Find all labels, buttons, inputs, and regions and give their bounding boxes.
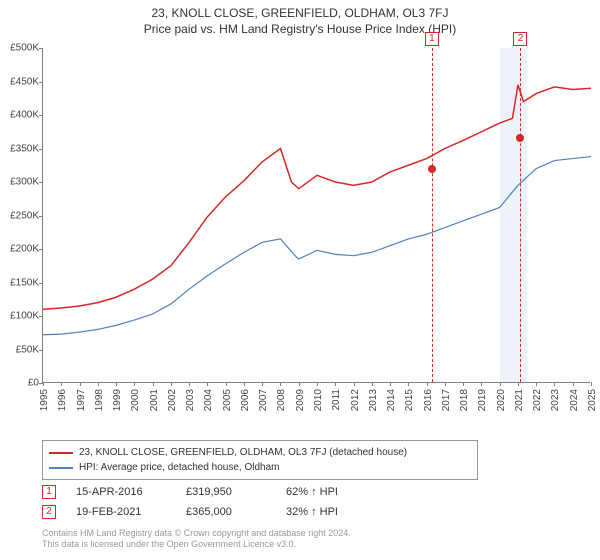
y-tick xyxy=(39,115,43,116)
x-tick xyxy=(134,382,135,386)
sale-price: £365,000 xyxy=(186,506,266,518)
y-tick xyxy=(39,249,43,250)
y-tick xyxy=(39,82,43,83)
x-tick xyxy=(372,382,373,386)
sale-row-marker: 2 xyxy=(42,505,56,519)
x-tick xyxy=(280,382,281,386)
sale-dot xyxy=(428,165,436,173)
x-tick xyxy=(463,382,464,386)
sale-date: 15-APR-2016 xyxy=(76,486,166,498)
x-tick xyxy=(153,382,154,386)
y-tick-label: £500K xyxy=(1,43,39,54)
y-tick xyxy=(39,216,43,217)
y-tick xyxy=(39,350,43,351)
x-tick xyxy=(427,382,428,386)
y-tick xyxy=(39,182,43,183)
sale-pct: 32% ↑ HPI xyxy=(286,506,366,518)
x-tick xyxy=(591,382,592,386)
y-tick xyxy=(39,149,43,150)
x-tick xyxy=(573,382,574,386)
y-tick-label: £150K xyxy=(1,277,39,288)
x-tick xyxy=(299,382,300,386)
x-tick xyxy=(61,382,62,386)
x-tick xyxy=(518,382,519,386)
y-tick-label: £250K xyxy=(1,210,39,221)
footer: Contains HM Land Registry data © Crown c… xyxy=(42,528,351,550)
sale-marker-box: 2 xyxy=(513,32,527,46)
titles: 23, KNOLL CLOSE, GREENFIELD, OLDHAM, OL3… xyxy=(0,0,600,38)
sale-vline xyxy=(432,48,433,382)
sale-vline xyxy=(520,48,521,382)
x-tick xyxy=(408,382,409,386)
y-tick-label: £200K xyxy=(1,244,39,255)
plot-area: £0£50K£100K£150K£200K£250K£300K£350K£400… xyxy=(42,48,590,383)
chart-container: 23, KNOLL CLOSE, GREENFIELD, OLDHAM, OL3… xyxy=(0,0,600,560)
y-tick-label: £450K xyxy=(1,76,39,87)
sale-pct: 62% ↑ HPI xyxy=(286,486,366,498)
footer-line2: This data is licensed under the Open Gov… xyxy=(42,539,351,550)
subtitle: Price paid vs. HM Land Registry's House … xyxy=(0,22,600,36)
legend-row: 23, KNOLL CLOSE, GREENFIELD, OLDHAM, OL3… xyxy=(49,445,471,460)
legend-swatch xyxy=(49,452,73,454)
address-title: 23, KNOLL CLOSE, GREENFIELD, OLDHAM, OL3… xyxy=(0,6,600,20)
x-tick xyxy=(445,382,446,386)
y-tick-label: £400K xyxy=(1,110,39,121)
x-tick xyxy=(80,382,81,386)
x-tick xyxy=(536,382,537,386)
x-tick xyxy=(116,382,117,386)
sale-row: 2 19-FEB-2021 £365,000 32% ↑ HPI xyxy=(42,502,366,522)
x-tick xyxy=(262,382,263,386)
y-tick xyxy=(39,316,43,317)
y-tick xyxy=(39,283,43,284)
legend-label: HPI: Average price, detached house, Oldh… xyxy=(79,462,280,473)
sale-marker-box: 1 xyxy=(425,32,439,46)
x-tick xyxy=(354,382,355,386)
sale-date: 19-FEB-2021 xyxy=(76,506,166,518)
series-hpi xyxy=(43,157,591,335)
y-tick-label: £350K xyxy=(1,143,39,154)
legend-row: HPI: Average price, detached house, Oldh… xyxy=(49,460,471,475)
chart-area: £0£50K£100K£150K£200K£250K£300K£350K£400… xyxy=(42,48,590,408)
x-tick xyxy=(189,382,190,386)
x-tick xyxy=(500,382,501,386)
sale-marker-table: 1 15-APR-2016 £319,950 62% ↑ HPI 2 19-FEB-202… xyxy=(42,482,366,522)
sale-price: £319,950 xyxy=(186,486,266,498)
sale-row-marker: 1 xyxy=(42,485,56,499)
y-tick-label: £50K xyxy=(1,344,39,355)
x-tick xyxy=(43,382,44,386)
x-tick xyxy=(554,382,555,386)
line-svg xyxy=(43,48,591,383)
sale-dot xyxy=(516,134,524,142)
x-tick xyxy=(226,382,227,386)
x-tick xyxy=(390,382,391,386)
legend: 23, KNOLL CLOSE, GREENFIELD, OLDHAM, OL3… xyxy=(42,440,478,480)
x-tick xyxy=(171,382,172,386)
x-tick xyxy=(335,382,336,386)
y-tick-label: £100K xyxy=(1,311,39,322)
y-tick-label: £0 xyxy=(1,378,39,389)
x-tick xyxy=(244,382,245,386)
x-tick xyxy=(207,382,208,386)
legend-swatch xyxy=(49,467,73,469)
footer-line1: Contains HM Land Registry data © Crown c… xyxy=(42,528,351,539)
sale-row: 1 15-APR-2016 £319,950 62% ↑ HPI xyxy=(42,482,366,502)
x-tick xyxy=(481,382,482,386)
x-tick xyxy=(98,382,99,386)
x-tick xyxy=(317,382,318,386)
legend-label: 23, KNOLL CLOSE, GREENFIELD, OLDHAM, OL3… xyxy=(79,447,407,458)
y-tick-label: £300K xyxy=(1,177,39,188)
y-tick xyxy=(39,48,43,49)
